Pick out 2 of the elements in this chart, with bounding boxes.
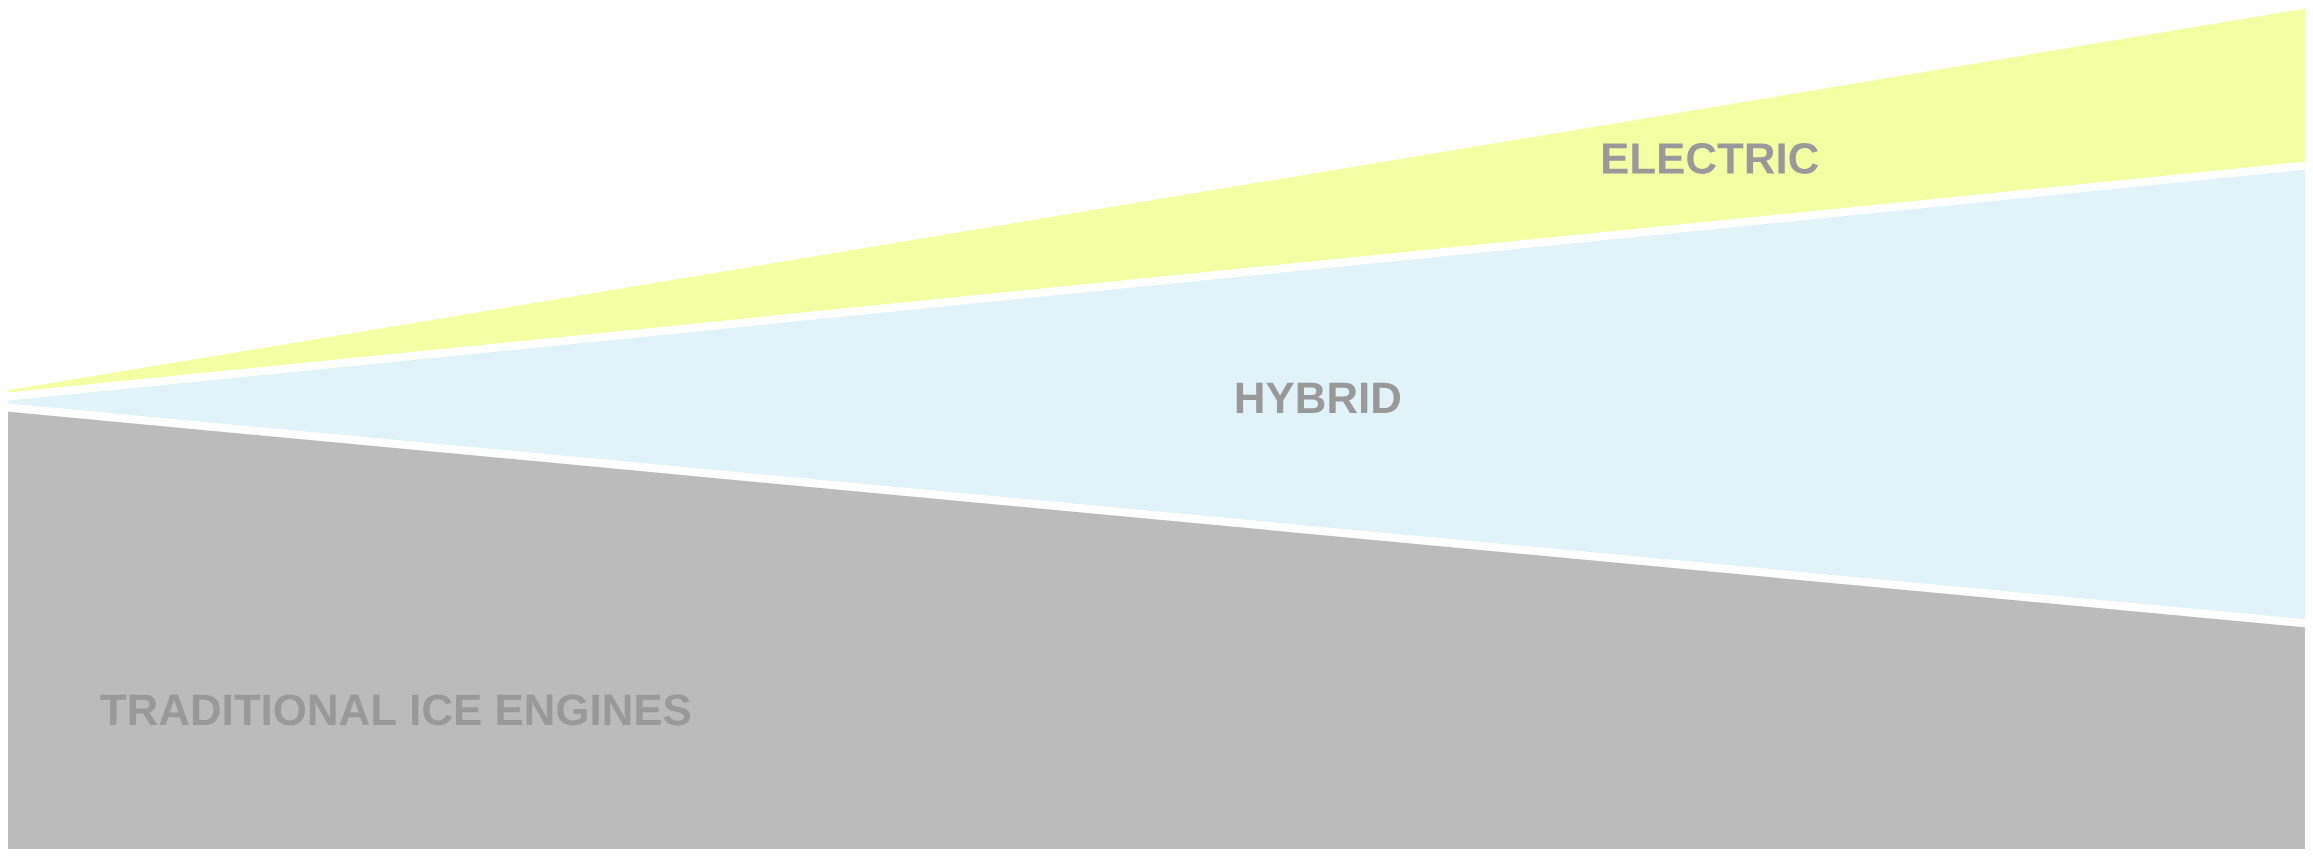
series-label: ELECTRIC [1603,142,1819,174]
series-label: HYBRID [1236,382,1401,413]
